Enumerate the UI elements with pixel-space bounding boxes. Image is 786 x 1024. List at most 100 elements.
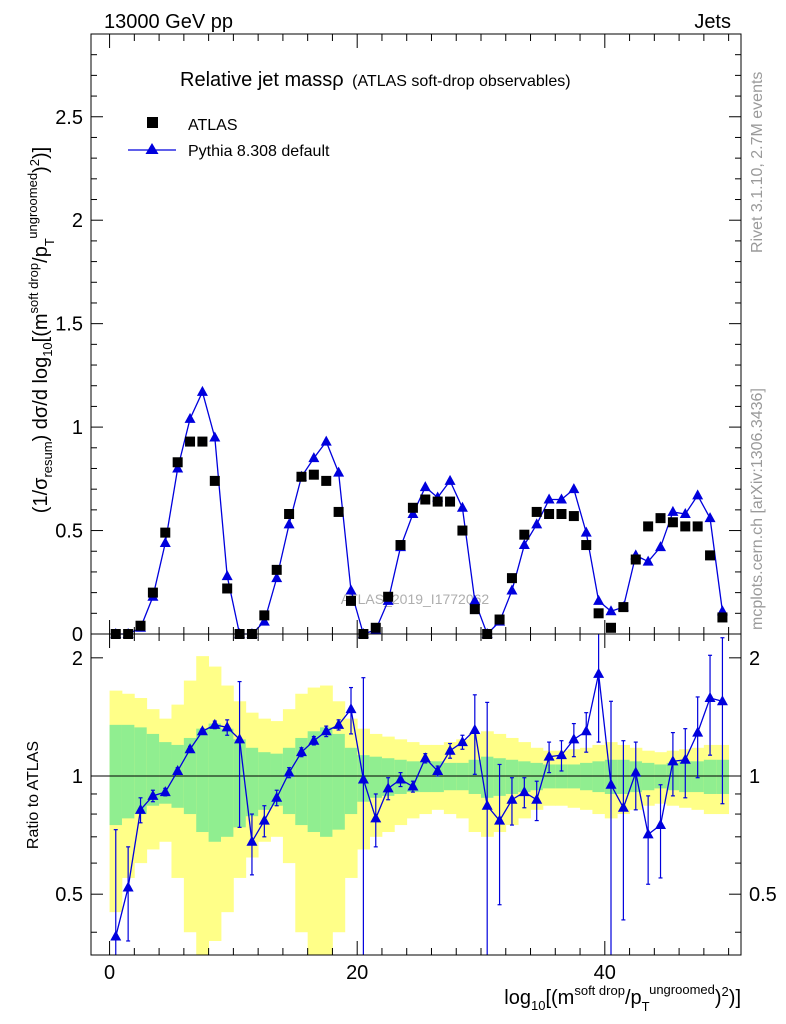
atlas-point bbox=[667, 517, 678, 528]
pythia-point bbox=[407, 508, 419, 518]
pythia-point bbox=[320, 435, 332, 446]
atlas-point bbox=[568, 511, 579, 522]
atlas-point bbox=[445, 496, 456, 507]
band-inner-bin bbox=[208, 723, 222, 842]
band-inner-bin bbox=[592, 761, 606, 793]
ratio-point bbox=[382, 782, 394, 793]
band-inner-bin bbox=[443, 762, 457, 791]
pythia-point bbox=[456, 501, 468, 512]
band-inner-bin bbox=[332, 733, 346, 830]
ratio-point bbox=[667, 755, 679, 766]
pythia-point bbox=[159, 536, 171, 547]
x-tick-label: 0 bbox=[104, 962, 115, 984]
band-inner-bin bbox=[245, 747, 259, 817]
atlas-point bbox=[692, 521, 703, 532]
main-plot-marks bbox=[110, 385, 728, 639]
pythia-point bbox=[469, 594, 481, 605]
pythia-point bbox=[679, 508, 691, 518]
pythia-point bbox=[419, 481, 431, 492]
watermark-text: ATLAS_2019_I1772062 bbox=[341, 591, 490, 607]
pythia-point bbox=[196, 385, 208, 396]
pythia-point bbox=[271, 572, 283, 583]
ratio-y-tick-label-right: 2 bbox=[749, 648, 760, 670]
band-inner-bin bbox=[270, 753, 284, 806]
band-inner-bin bbox=[419, 761, 432, 793]
pythia-point bbox=[605, 605, 617, 616]
band-inner-bin bbox=[518, 761, 531, 793]
ratio-point bbox=[246, 835, 258, 846]
band-inner-bin bbox=[703, 759, 717, 794]
header-left: 13000 GeV pp bbox=[104, 11, 233, 33]
band-inner-bin bbox=[530, 762, 544, 791]
band-inner-bin bbox=[320, 727, 333, 837]
pythia-point bbox=[531, 518, 543, 529]
pythia-point bbox=[308, 452, 320, 463]
ratio-point bbox=[308, 734, 320, 745]
ratio-point bbox=[320, 725, 332, 736]
x-tick-label: 40 bbox=[594, 962, 616, 984]
atlas-point bbox=[432, 496, 443, 507]
pythia-point bbox=[283, 518, 295, 529]
ratio-point bbox=[122, 881, 134, 892]
atlas-point bbox=[680, 521, 691, 532]
ratio-point bbox=[605, 778, 617, 789]
pythia-point bbox=[555, 493, 567, 504]
pythia-point bbox=[444, 474, 456, 485]
ratio-point bbox=[333, 718, 345, 729]
ratio-point bbox=[593, 667, 605, 678]
atlas-point bbox=[271, 564, 282, 575]
main-y-tick-label: 0.5 bbox=[55, 521, 83, 543]
atlas-point bbox=[618, 602, 629, 613]
pythia-point bbox=[667, 505, 679, 516]
ratio-point bbox=[580, 725, 592, 736]
atlas-point bbox=[407, 502, 418, 513]
atlas-point bbox=[494, 614, 505, 625]
pythia-point bbox=[568, 483, 580, 494]
ratio-point bbox=[419, 752, 431, 763]
ratio-point bbox=[234, 733, 246, 744]
atlas-point bbox=[259, 610, 270, 621]
ratio-point bbox=[271, 791, 283, 802]
atlas-point bbox=[581, 540, 592, 551]
ratio-point bbox=[147, 789, 159, 800]
band-inner-bin bbox=[134, 727, 148, 815]
atlas-point bbox=[160, 527, 171, 538]
pythia-point bbox=[593, 594, 605, 605]
band-inner-bin bbox=[258, 752, 271, 810]
atlas-point bbox=[717, 612, 728, 623]
ratio-point bbox=[568, 733, 580, 744]
band-inner-bin bbox=[344, 747, 358, 815]
atlas-point bbox=[370, 622, 381, 633]
ratio-point bbox=[531, 793, 543, 804]
pythia-point bbox=[692, 489, 704, 500]
pythia-point bbox=[543, 493, 555, 504]
band-inner-bin bbox=[121, 724, 135, 819]
main-y-tick-label: 0 bbox=[72, 624, 83, 646]
ratio-y-tick-label: 2 bbox=[72, 648, 83, 670]
atlas-point bbox=[222, 583, 233, 594]
atlas-point bbox=[705, 550, 716, 561]
atlas-point bbox=[593, 608, 604, 619]
ratio-point bbox=[716, 695, 728, 706]
atlas-point bbox=[185, 436, 196, 447]
band-inner-bin bbox=[109, 724, 123, 826]
ratio-point bbox=[444, 744, 456, 755]
pythia-point bbox=[518, 539, 530, 550]
ratio-point bbox=[135, 803, 147, 814]
chart-title: Relative jet massρ (ATLAS soft-drop obse… bbox=[180, 69, 571, 91]
atlas-point bbox=[333, 506, 344, 517]
header-right: Jets bbox=[694, 11, 731, 33]
ratio-y-tick-label-right: 1 bbox=[749, 766, 760, 788]
band-inner-bin bbox=[580, 762, 593, 791]
ratio-point bbox=[642, 828, 654, 839]
atlas-point bbox=[321, 475, 332, 486]
band-inner-bin bbox=[282, 747, 296, 815]
ratio-point bbox=[481, 799, 493, 810]
pythia-point bbox=[221, 570, 233, 581]
ratio-plot-frame bbox=[90, 633, 742, 956]
atlas-point bbox=[209, 475, 220, 486]
atlas-point bbox=[147, 587, 158, 598]
main-y-tick-label: 2.5 bbox=[55, 107, 83, 129]
atlas-point bbox=[655, 513, 666, 524]
ratio-y-tick-label: 0.5 bbox=[55, 884, 83, 906]
